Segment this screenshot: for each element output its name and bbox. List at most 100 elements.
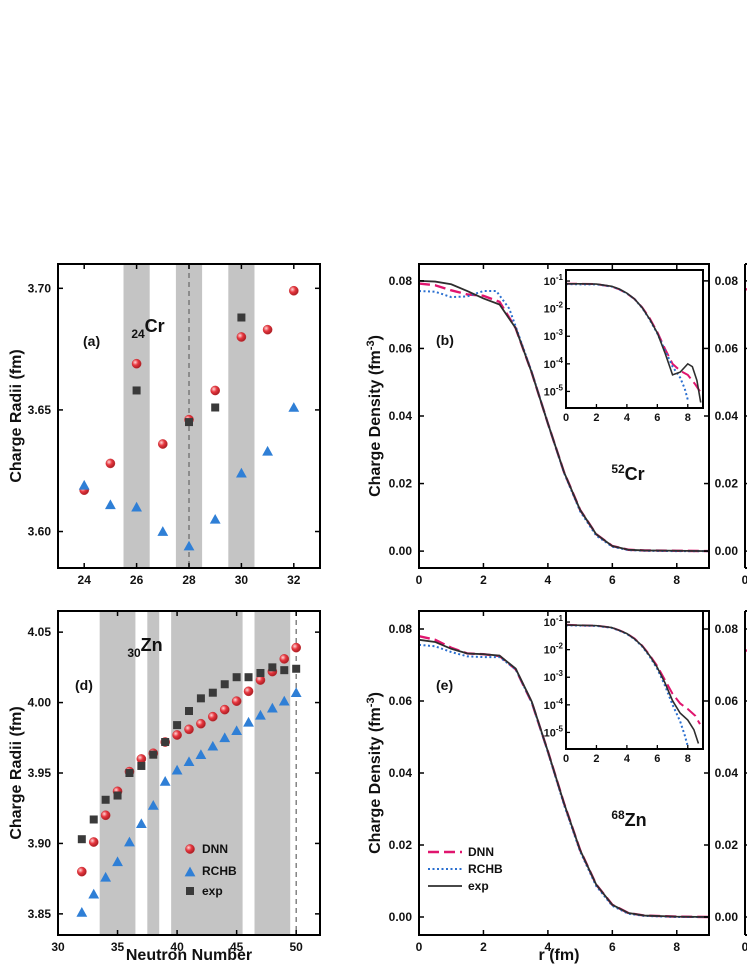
inset-line-exp	[566, 624, 700, 744]
tick-exponent: -1	[556, 273, 564, 282]
tick-exponent: -5	[556, 383, 564, 392]
tick-base: 10	[544, 386, 556, 398]
dnn-point	[208, 711, 218, 722]
y-axis-title-b: Charge Density (fm-3)	[365, 335, 384, 497]
panel-label-a: (a)	[83, 333, 100, 349]
inset-x-tick-label: 4	[624, 753, 631, 765]
element-label-cr: 24Cr	[131, 316, 164, 341]
shaded-band	[147, 611, 160, 935]
partial-y-tick-label: 0.02	[715, 838, 739, 852]
inset-line-rchb	[566, 283, 689, 400]
exp-point	[89, 815, 98, 824]
x-tick-label: 30	[235, 573, 249, 587]
tick-base: 10	[544, 672, 556, 684]
y-tick-label: 0.00	[389, 544, 413, 558]
exp-point	[186, 887, 194, 895]
dnn-point	[219, 704, 230, 715]
dnn-point	[231, 696, 242, 706]
dnn-point	[77, 866, 87, 877]
dnn-point	[243, 686, 254, 697]
axis-title-main: Charge Density (fm	[367, 707, 384, 854]
y-tick-label: 3.65	[28, 403, 52, 417]
rchb-point	[157, 526, 169, 536]
partial-x-tick-label: 0	[742, 940, 747, 954]
axis-title-exponent: -3	[365, 697, 377, 707]
isotope-symbol: Zn	[625, 810, 647, 830]
rchb-point	[288, 402, 300, 412]
y-tick-label: 0.08	[389, 274, 413, 288]
tick-exponent: -4	[556, 356, 564, 365]
exp-point	[185, 418, 193, 427]
rchb-point	[183, 756, 195, 767]
tick-exponent: -1	[556, 614, 564, 623]
tick-exponent: -2	[556, 642, 564, 651]
x-tick-label: 6	[609, 940, 616, 954]
x-tick-label: 45	[230, 940, 244, 954]
inset-line-exp	[566, 283, 702, 403]
tick-base: 10	[544, 617, 556, 629]
exp-point	[232, 673, 241, 682]
y-tick-label: 0.06	[389, 341, 413, 355]
inset-background	[566, 270, 703, 408]
exp-point	[244, 673, 253, 682]
partial-y-tick-label: 0.08	[715, 622, 739, 636]
y-tick-label: 3.60	[28, 525, 52, 539]
dnn-point	[88, 837, 99, 847]
exp-point	[268, 663, 277, 672]
tick-exponent: -4	[556, 697, 564, 706]
exp-point	[220, 680, 229, 689]
rchb-point	[88, 888, 100, 899]
x-tick-label: 50	[290, 940, 304, 954]
y-tick-label: 4.00	[28, 696, 52, 710]
shaded-band	[171, 611, 243, 935]
x-tick-label: 0	[416, 573, 423, 587]
inset-x-tick-label: 0	[563, 412, 569, 424]
partial-y-tick-label: 0.00	[715, 544, 739, 558]
partial-y-tick-label: 0.02	[715, 477, 739, 491]
legend-label-exp: exp	[468, 879, 489, 893]
axis-title-close: )	[367, 335, 384, 340]
inset-y-tick-label: 10-1	[544, 273, 564, 288]
partial-y-tick-label: 0.04	[715, 766, 739, 780]
y-axis-title-e: Charge Density (fm-3)	[365, 692, 384, 854]
shaded-band	[123, 264, 150, 568]
exp-point	[173, 721, 182, 730]
tick-exponent: -3	[556, 669, 564, 678]
x-tick-label: 40	[170, 940, 184, 954]
inset-y-tick-label: 10-5	[544, 724, 564, 739]
y-axis-title-a: Charge Radii (fm)	[8, 349, 25, 482]
rchb-point	[171, 764, 183, 775]
x-tick-label: 8	[673, 573, 680, 587]
inset-y-tick-label: 10-5	[544, 383, 564, 398]
tick-base: 10	[544, 331, 556, 343]
legend-label-rchb: RCHB	[202, 864, 237, 878]
y-tick-label: 0.08	[389, 622, 413, 636]
y-tick-label: 3.70	[28, 281, 52, 295]
rchb-point	[147, 800, 159, 810]
exp-point	[77, 835, 86, 844]
y-tick-label: 4.05	[28, 625, 52, 639]
density-line-exp	[419, 279, 709, 553]
x-tick-label: 2	[480, 573, 487, 587]
exp-point	[237, 313, 246, 322]
rchb-point	[231, 725, 243, 736]
panel-label-d: (d)	[75, 677, 93, 693]
density-line-exp	[419, 638, 709, 918]
inset-y-tick-label: 10-3	[544, 328, 564, 343]
exp-point	[101, 795, 110, 804]
element-label-zn: 30Zn	[127, 635, 162, 660]
partial-y-tick-label: 0.06	[715, 694, 739, 708]
inset-y-tick-label: 10-1	[544, 614, 564, 629]
dnn-point	[105, 458, 116, 469]
exp-point	[161, 738, 170, 747]
legend-label-exp: exp	[202, 884, 223, 898]
x-tick-label: 35	[111, 940, 125, 954]
inset-x-tick-label: 8	[685, 412, 691, 424]
rchb-point	[112, 856, 123, 867]
rchb-point	[236, 467, 247, 478]
x-axis-title-r: r (fm)	[539, 947, 580, 964]
dnn-point	[157, 439, 168, 449]
rchb-point	[135, 818, 147, 829]
nucleus-label-52cr: 52Cr	[611, 462, 644, 484]
rchb-point	[78, 479, 90, 490]
